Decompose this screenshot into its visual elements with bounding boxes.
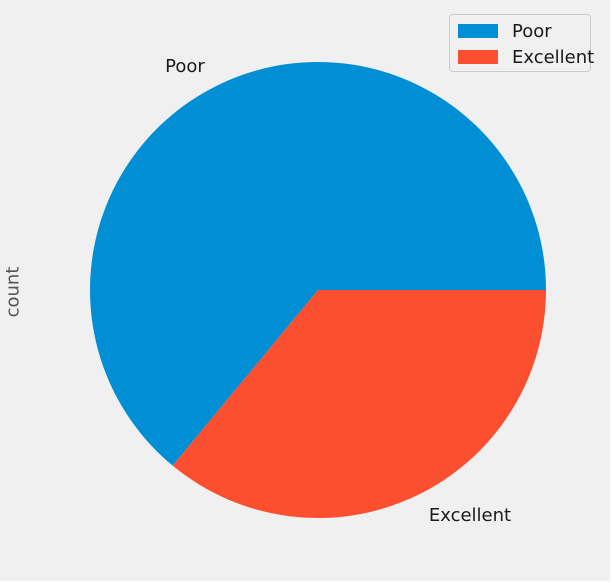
legend-label-excellent: Excellent: [512, 46, 595, 68]
frame-edge-bottom: [0, 581, 612, 583]
slice-label-poor: Poor: [165, 56, 205, 77]
legend-item-excellent: Excellent: [458, 45, 594, 69]
pie-slice-poor: [89, 62, 546, 466]
pie-slice-excellent: [172, 290, 546, 518]
frame-edge-right: [610, 0, 612, 583]
legend-swatch-poor: [458, 24, 498, 38]
pie-slices: [89, 62, 546, 518]
legend-label-poor: Poor: [512, 20, 552, 42]
legend-item-poor: Poor: [458, 19, 552, 43]
slice-label-excellent: Excellent: [429, 505, 511, 526]
legend-swatch-excellent: [458, 50, 498, 64]
legend: Poor Excellent: [449, 14, 594, 72]
y-axis-label: count: [2, 266, 24, 318]
